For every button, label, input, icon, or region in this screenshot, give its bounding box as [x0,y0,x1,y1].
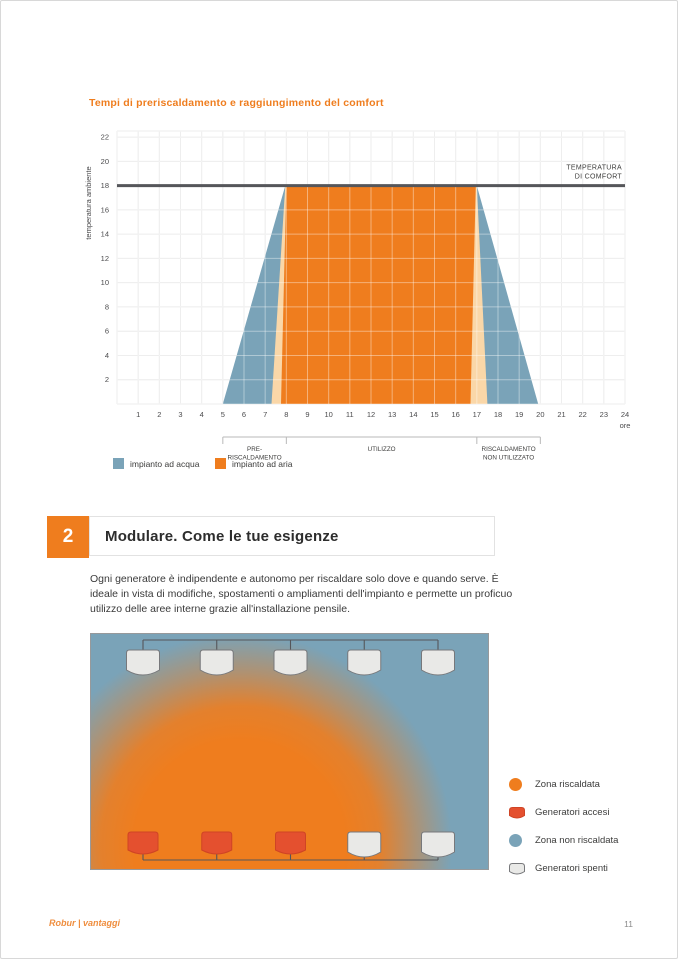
comfort-temperature-label: DI COMFORT [575,174,623,181]
x-tick-label: 12 [367,410,375,419]
y-tick-label: 8 [105,302,109,311]
y-tick-label: 6 [105,327,109,336]
phase-bracket [222,436,541,444]
generator-on [275,831,306,855]
legend-circle-swatch [509,834,522,847]
x-tick-label: 8 [284,410,288,419]
legend-label: Zona riscaldata [535,779,600,790]
generator-row-top [126,639,455,676]
legend-swatch [113,458,124,469]
y-tick-label: 22 [101,133,109,142]
y-tick-label: 12 [101,254,109,263]
legend-swatch [508,806,526,820]
phase-label: RISCALDAMENTO [482,446,536,453]
generator-row-bottom [127,831,455,861]
generator-on [201,831,233,855]
y-axis-label: temperatura ambiente [84,166,93,239]
x-tick-label: 23 [600,410,608,419]
chart-legend-item: impianto ad acqua [113,458,199,469]
x-tick-label: 18 [494,410,502,419]
x-tick-label: 21 [557,410,565,419]
generator-on [127,831,159,855]
y-tick-label: 10 [101,278,109,287]
x-tick-label: 3 [178,410,182,419]
x-tick-label: 1 [136,410,140,419]
area-series-2 [281,185,476,404]
x-tick-label: 19 [515,410,523,419]
x-tick-label: 20 [536,410,544,419]
legend-swatch [508,862,526,876]
section-heading-box: Modulare. Come le tue esigenze [89,516,495,556]
phase-label: UTILIZZO [368,446,396,453]
chart-legend-item: impianto ad aria [215,458,292,469]
zones-legend: Zona riscaldata Generatori accesi Zona non… [508,777,618,876]
heating-zones-diagram [90,633,489,870]
legend-label: impianto ad acqua [130,458,200,469]
y-tick-label: 20 [101,157,109,166]
generator-off [347,649,382,676]
chart-title: Tempi di preriscaldamento e raggiungimen… [89,97,384,109]
legend-circle-swatch [509,778,522,791]
chart-legend: impianto ad acqua impianto ad aria [113,458,433,471]
zones-legend-item: Zona riscaldata [508,777,618,792]
gridlines-overlay [116,130,626,405]
x-tick-label: 24 [621,410,629,419]
legend-swatch [215,458,226,469]
generator-off [273,649,308,676]
x-tick-label: 5 [221,410,225,419]
generator-off [421,831,455,858]
generator-off [421,649,455,676]
y-tick-label: 16 [101,205,109,214]
y-tick-label: 14 [101,230,109,239]
legend-label: Zona non riscaldata [535,835,619,846]
generator-icon [509,806,525,818]
section-heading: Modulare. Come le tue esigenze [105,527,339,545]
generator-off [347,831,382,858]
x-tick-label: 9 [305,410,309,419]
legend-swatch [508,834,526,847]
x-tick-label: 10 [324,410,332,419]
x-tick-label: 2 [157,410,161,419]
legend-label: impianto ad aria [232,458,293,469]
x-axis-unit: ore [620,421,631,430]
footer-breadcrumb: Robur | vantaggi [49,918,121,928]
section-number-badge: 2 [47,516,89,558]
x-tick-label: 7 [263,410,267,419]
x-tick-label: 16 [451,410,459,419]
phase-label: PRE- [247,446,262,453]
phase-label: RISCALDAMENTO [228,455,282,462]
comfort-temperature-label: TEMPERATURA [566,165,622,172]
x-tick-label: 6 [242,410,246,419]
y-tick-label: 18 [101,181,109,190]
legend-label: Generatori spenti [535,863,608,874]
generator-off [199,649,234,676]
legend-swatch [508,778,526,791]
page-number: 11 [624,919,633,929]
section-body-text: Ogni generatore è indipendente e autonom… [90,573,513,615]
generator-icon [509,862,525,874]
zones-legend-item: Generatori accesi [508,805,618,820]
zones-legend-item: Generatori spenti [508,861,618,876]
legend-label: Generatori accesi [535,807,610,818]
x-tick-label: 22 [578,410,586,419]
y-tick-label: 2 [105,375,109,384]
x-tick-label: 15 [430,410,438,419]
x-tick-label: 11 [346,410,354,419]
generator-off [126,649,160,676]
x-tick-label: 4 [200,410,204,419]
x-tick-label: 13 [388,410,396,419]
zones-legend-item: Zona non riscaldata [508,833,618,848]
phase-label: NON UTILIZZATO [483,455,534,462]
y-tick-label: 4 [105,351,109,360]
x-tick-label: 17 [473,410,481,419]
x-tick-label: 14 [409,410,417,419]
